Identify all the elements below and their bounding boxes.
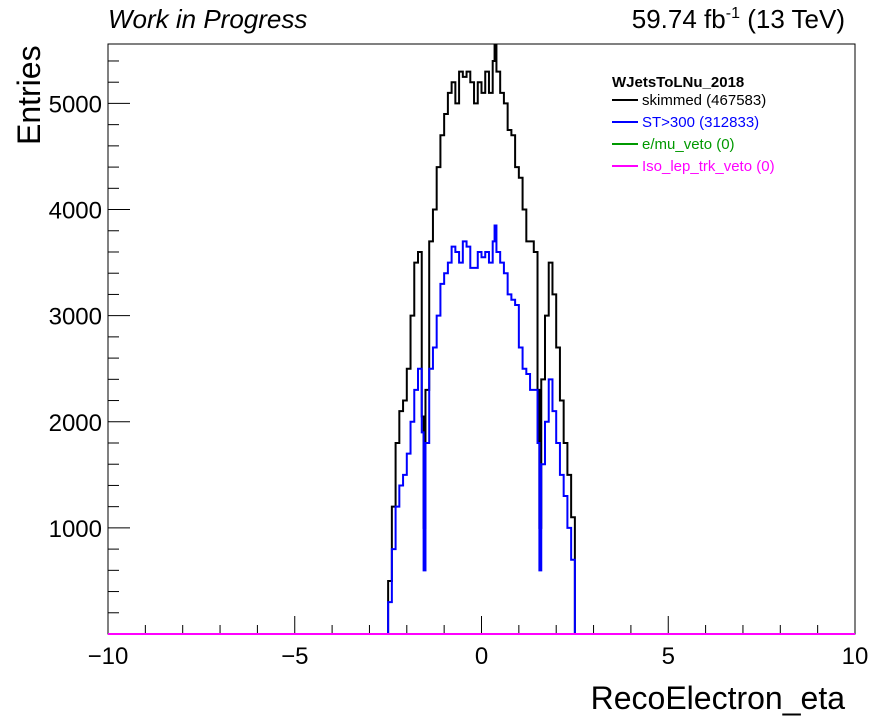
x-tick-label: −5 — [281, 643, 308, 670]
x-tick-label: −10 — [88, 643, 129, 670]
legend-label: skimmed (467583) — [642, 92, 766, 109]
legend-label: e/mu_veto (0) — [642, 136, 735, 153]
x-tick-label: 10 — [842, 643, 869, 670]
x-tick-labels: −10 −5 0 5 10 — [88, 643, 869, 670]
y-tick-labels: 1000 2000 3000 4000 5000 — [49, 91, 102, 542]
legend-title: WJetsToLNu_2018 — [612, 74, 744, 91]
series-line-1 — [387, 224, 576, 634]
plot-frame — [107, 43, 856, 635]
legend-label: ST>300 (312833) — [642, 114, 759, 131]
axis-ticks — [107, 60, 856, 634]
y-tick-label: 1000 — [49, 516, 102, 543]
x-tick-label: 0 — [475, 643, 488, 670]
y-tick-label: 5000 — [49, 91, 102, 118]
y-tick-label: 3000 — [49, 304, 102, 331]
work-in-progress-label: Work in Progress — [108, 4, 307, 34]
luminosity-label: 59.74 fb-1 (13 TeV) — [632, 4, 845, 34]
y-axis-label: Entries — [11, 45, 47, 145]
y-tick-label: 4000 — [49, 198, 102, 225]
legend-label: Iso_lep_trk_veto (0) — [642, 158, 775, 175]
y-tick-label: 2000 — [49, 410, 102, 437]
x-tick-label: 5 — [662, 643, 675, 670]
legend: WJetsToLNu_2018 skimmed (467583) ST>300 (… — [612, 74, 775, 175]
series-line-0 — [387, 44, 576, 634]
x-axis-label: RecoElectron_eta — [591, 680, 846, 716]
series-group — [108, 44, 855, 635]
